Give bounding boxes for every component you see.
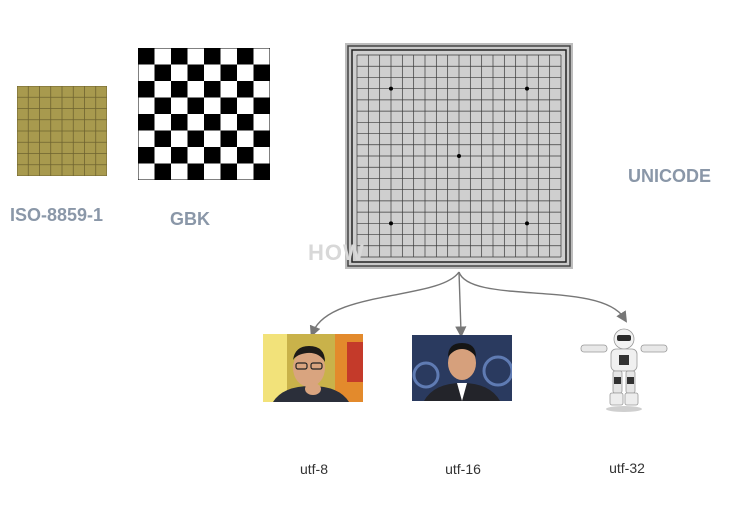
arrow-to-utf-8	[309, 271, 460, 338]
watermark-text: HOW	[308, 240, 365, 265]
utf-16-label: utf-16	[445, 461, 481, 477]
unicode-label: UNICODE	[628, 166, 712, 186]
gbk-checkerboard	[138, 48, 270, 180]
utf-8-person-photo	[263, 334, 363, 402]
utf-32-robot-image	[577, 325, 671, 413]
utf-32-label: utf-32	[609, 460, 645, 476]
iso-8859-1-grid	[17, 86, 107, 176]
arrow-to-utf-32	[458, 271, 628, 323]
utf-16-person-photo	[412, 335, 512, 401]
gbk-label: GBK	[170, 209, 210, 229]
utf-8-label: utf-8	[299, 461, 328, 477]
iso-8859-1-label: ISO-8859-1	[10, 205, 104, 225]
arrow-to-utf-16	[455, 271, 467, 338]
unicode-go-board	[345, 43, 573, 269]
